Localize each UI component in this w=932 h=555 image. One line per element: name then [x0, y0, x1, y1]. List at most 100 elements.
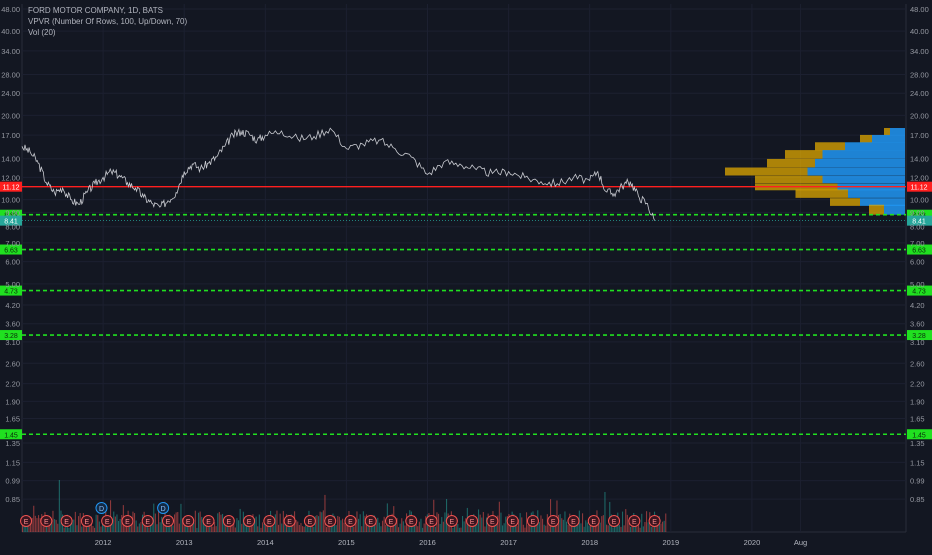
volume-bar [434, 526, 436, 532]
volume-bar [38, 515, 40, 532]
vp-row-up [822, 175, 905, 184]
volume-bar [263, 523, 265, 532]
earnings-marker [283, 515, 296, 527]
volume-bar [321, 512, 323, 532]
volume-bar [54, 519, 56, 532]
volume-bar [506, 516, 508, 532]
y-tick-label-right: 5.00 [910, 280, 925, 289]
symbol-title[interactable]: FORD MOTOR COMPANY, 1D, BATS [28, 6, 163, 15]
level-badge-right [907, 209, 932, 220]
volume-bar [231, 520, 233, 532]
volume-bar [354, 517, 356, 532]
volume-bar [58, 480, 60, 532]
volume-bar [340, 520, 342, 532]
last-price-label-left: 8.41 [4, 219, 18, 226]
volume-bar [401, 518, 403, 532]
volume-bar [118, 520, 120, 532]
y-tick-label-left: 24.00 [1, 89, 20, 98]
y-tick-label-right: 12.00 [910, 173, 929, 182]
volume-bar [636, 521, 638, 532]
vp-row-down [785, 150, 823, 159]
volume-bar [383, 516, 385, 532]
y-axis-left: 48.00 40.00 34.00 28.00 24.00 20.00 17.00 14.00… [1, 5, 20, 504]
volume-bar [79, 513, 81, 532]
earnings-marker [121, 515, 134, 527]
level-badge-right [907, 429, 932, 440]
x-tick-label: 2013 [176, 538, 193, 547]
volume-bar [98, 521, 100, 532]
volume-bar [486, 517, 488, 532]
volume-bar [650, 526, 652, 532]
dividend-marker-label: D [161, 506, 166, 513]
volume-bar [498, 501, 500, 532]
volume-bar [356, 511, 358, 532]
y-tick-label-right: 0.99 [910, 477, 925, 486]
volume-bar [465, 518, 467, 532]
volume-bar [375, 518, 377, 532]
vp-row-up [822, 150, 905, 159]
level-badge-right [907, 330, 932, 341]
volume-bar [222, 513, 224, 532]
volume-bar [156, 524, 158, 532]
y-tick-label-left: 2.20 [5, 380, 20, 389]
volume-bar [198, 512, 200, 532]
volume-bar [358, 518, 360, 532]
x-tick-label: Aug [794, 538, 807, 547]
level-label-right: 11.12 [911, 185, 928, 192]
earnings-marker [506, 515, 519, 527]
volume-bar [455, 523, 457, 532]
volume-bar [106, 525, 108, 532]
volume-bar [130, 523, 132, 532]
volume-bar [378, 522, 380, 532]
volume-bar [92, 526, 94, 532]
volume-bar [234, 527, 236, 532]
level-badge-left [0, 181, 22, 192]
volume-bar [57, 523, 59, 532]
volume-bar [623, 525, 625, 532]
volume-bar [601, 516, 603, 532]
vpvr-indicator-label[interactable]: VPVR (Number Of Rows, 100, Up/Down, 70) [28, 17, 188, 26]
volume-indicator-label[interactable]: Vol (20) [28, 28, 56, 37]
volume-bar [602, 515, 604, 532]
dividend-marker [95, 502, 108, 514]
volume-bar [218, 511, 220, 532]
level-label-right: 3.28 [912, 333, 926, 340]
volume-bar [73, 519, 75, 532]
volume-bar [422, 527, 424, 532]
volume-bar [353, 526, 355, 532]
volume-bar [572, 525, 574, 532]
volume-bar [154, 513, 156, 532]
y-tick-label-right: 48.00 [910, 5, 929, 14]
volume-bar [324, 494, 326, 532]
volume-bar [212, 526, 214, 532]
volume-bar [628, 522, 630, 532]
volume-bar [215, 526, 217, 532]
volume-bar [338, 516, 340, 532]
volume-bar [209, 523, 211, 532]
volume-bar [158, 511, 160, 532]
volume-bar [74, 511, 76, 532]
volume-bar [25, 526, 27, 532]
volume-bar [207, 525, 209, 532]
x-tick-label: 2014 [257, 538, 274, 547]
volume-bar [662, 521, 664, 532]
volume-bar [282, 510, 284, 532]
volume-bar [644, 522, 646, 532]
volume-bar [359, 514, 361, 532]
volume-bar [303, 526, 305, 532]
volume-bar [626, 514, 628, 532]
volume-bar [343, 522, 345, 532]
volume-bar [262, 522, 264, 532]
earnings-marker [526, 515, 539, 527]
volume-bar [284, 522, 286, 532]
earnings-marker-label: E [571, 519, 576, 526]
earnings-marker-label: E [368, 519, 373, 526]
volume-bar [313, 526, 315, 532]
volume-bar [314, 516, 316, 532]
volume-bar [630, 526, 632, 532]
volume-bar [137, 526, 139, 532]
volume-bar [351, 523, 353, 532]
volume-bar [647, 522, 649, 532]
